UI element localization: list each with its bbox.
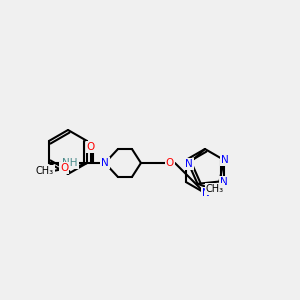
Text: N: N xyxy=(221,155,229,165)
Text: N: N xyxy=(185,159,193,169)
Text: NH: NH xyxy=(62,158,78,168)
Text: CH₃: CH₃ xyxy=(206,184,224,194)
Text: N: N xyxy=(202,188,210,198)
Text: O: O xyxy=(87,142,95,152)
Text: CH₃: CH₃ xyxy=(36,166,54,176)
Text: O: O xyxy=(166,158,174,168)
Text: N: N xyxy=(101,158,109,168)
Text: O: O xyxy=(60,163,68,173)
Text: N: N xyxy=(220,177,228,187)
